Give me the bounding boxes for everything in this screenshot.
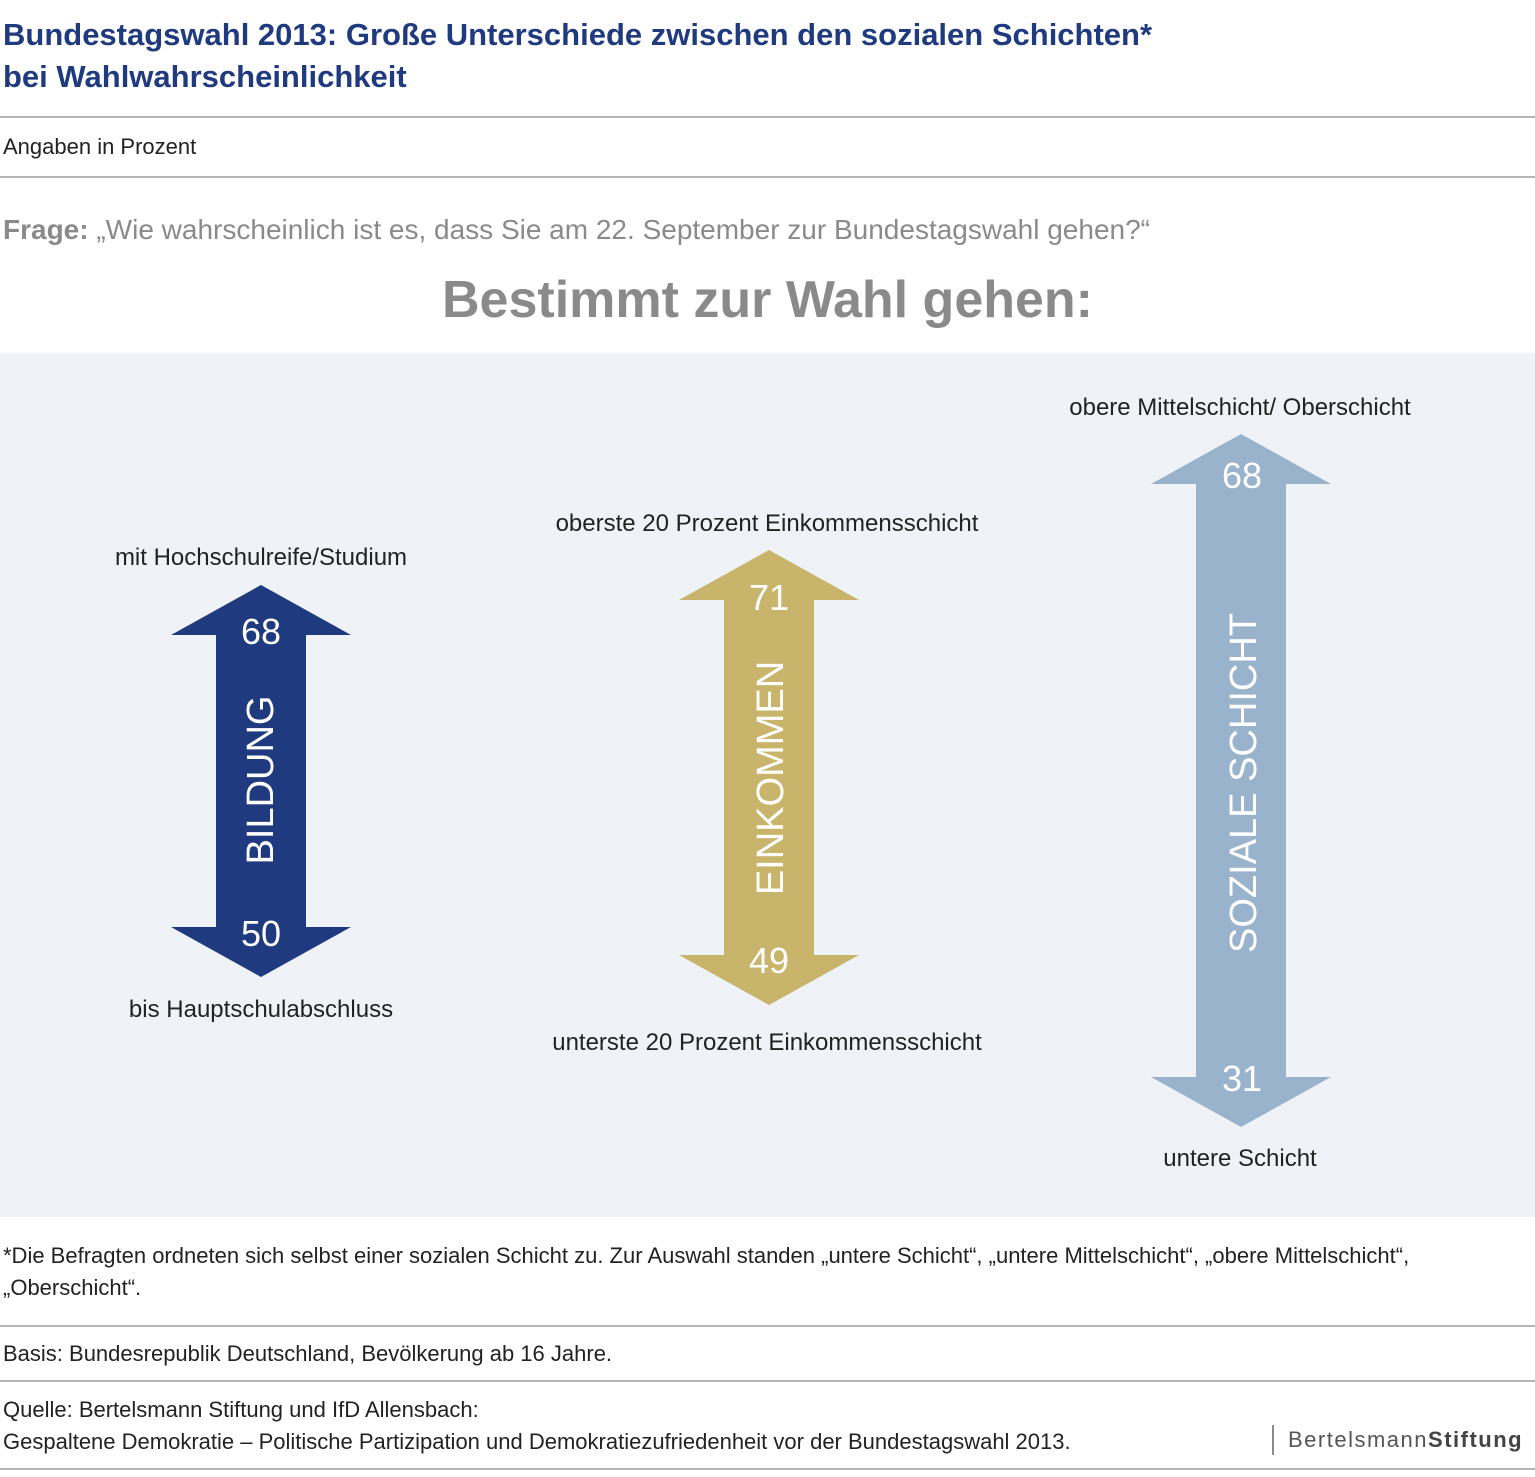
low-value-bildung: 50 [241, 913, 281, 954]
divider-basis [0, 1380, 1535, 1382]
logo-text-2: Stiftung [1428, 1427, 1524, 1452]
divider-bottom [0, 1468, 1535, 1470]
divider-top [0, 116, 1535, 118]
bertelsmann-logo: BertelsmannStiftung [1272, 1425, 1523, 1455]
high-label-bildung: mit Hochschulreife/Studium [115, 544, 407, 571]
low-label-bildung: bis Hauptschulabschluss [129, 996, 393, 1023]
question-text: „Wie wahrscheinlich ist es, dass Sie am … [96, 214, 1150, 245]
axis-label-bildung: BILDUNG [240, 696, 282, 865]
chart-headline: Bestimmt zur Wahl gehen: [441, 271, 1093, 329]
high-value-soziale-schicht: 68 [1222, 455, 1262, 496]
low-value-einkommen: 49 [749, 940, 789, 981]
source-line-1: Quelle: Bertelsmann Stiftung und IfD All… [3, 1397, 479, 1422]
footnote: *Die Befragten ordneten sich selbst eine… [3, 1243, 1410, 1300]
arrow-bildung [171, 585, 351, 977]
source-note: Quelle: Bertelsmann Stiftung und IfD All… [3, 1394, 1253, 1458]
low-label-einkommen: unterste 20 Prozent Einkommensschicht [552, 1029, 982, 1056]
title-line-1: Bundestagswahl 2013: Große Unterschiede … [3, 17, 1153, 52]
high-label-soziale-schicht: obere Mittelschicht/ Oberschicht [1069, 394, 1411, 421]
basis-note: Basis: Bundesrepublik Deutschland, Bevöl… [3, 1341, 613, 1366]
survey-question: Frage: „Wie wahrscheinlich ist es, dass … [3, 214, 1150, 246]
low-value-soziale-schicht: 31 [1222, 1058, 1262, 1099]
high-label-einkommen: oberste 20 Prozent Einkommensschicht [556, 510, 979, 537]
units-label: Angaben in Prozent [3, 134, 197, 159]
divider-units [0, 176, 1535, 178]
group-einkommen: 71 49 EINKOMMEN oberste 20 Prozent Einko… [552, 510, 982, 1056]
divider-footnote [0, 1325, 1535, 1327]
group-bildung: 68 50 BILDUNG mit Hochschulreife/Studium… [115, 544, 407, 1023]
source-line-2: Gespaltene Demokratie – Politische Parti… [3, 1429, 1071, 1454]
low-label-soziale-schicht: untere Schicht [1163, 1145, 1317, 1172]
arrow-soziale-schicht [1151, 434, 1331, 1127]
title-line-2: bei Wahlwahrscheinlichkeit [3, 59, 407, 94]
axis-label-soziale-schicht: SOZIALE SCHICHT [1223, 613, 1265, 953]
question-label: Frage: [3, 214, 89, 245]
logo-text-1: Bertelsmann [1288, 1427, 1429, 1452]
high-value-bildung: 68 [241, 611, 281, 652]
arrow-einkommen [679, 550, 859, 1005]
high-value-einkommen: 71 [749, 577, 789, 618]
group-soziale-schicht: 68 31 SOZIALE SCHICHT obere Mittelschich… [1069, 394, 1411, 1172]
chart-title: Bundestagswahl 2013: Große Unterschiede … [3, 14, 1403, 98]
axis-label-einkommen: EINKOMMEN [750, 661, 792, 895]
